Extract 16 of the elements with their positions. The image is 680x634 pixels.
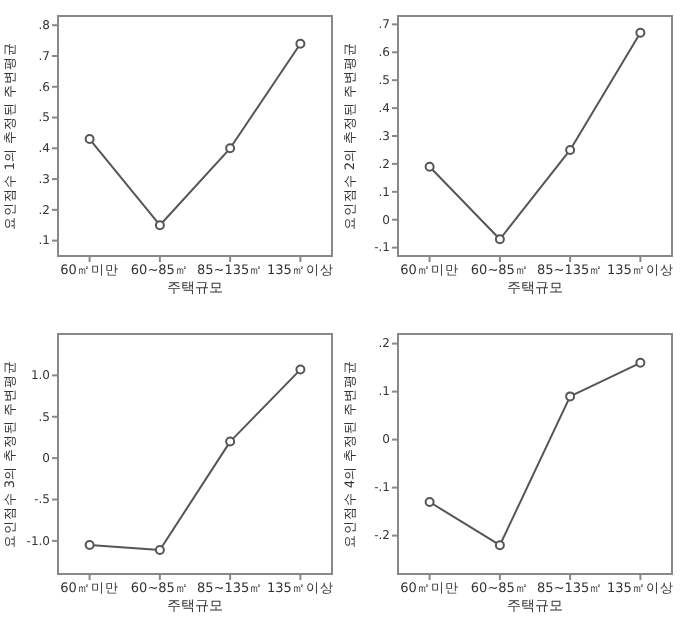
point <box>424 161 435 172</box>
point <box>154 220 165 231</box>
point <box>424 497 435 507</box>
point <box>635 27 646 38</box>
point <box>225 143 236 154</box>
point <box>225 436 236 447</box>
point <box>84 134 95 145</box>
point <box>565 391 576 402</box>
point <box>494 540 505 551</box>
point <box>295 364 306 375</box>
point <box>565 144 576 155</box>
point <box>635 357 646 368</box>
point <box>295 38 306 49</box>
point <box>154 545 165 555</box>
point <box>84 540 95 551</box>
point <box>494 234 505 245</box>
